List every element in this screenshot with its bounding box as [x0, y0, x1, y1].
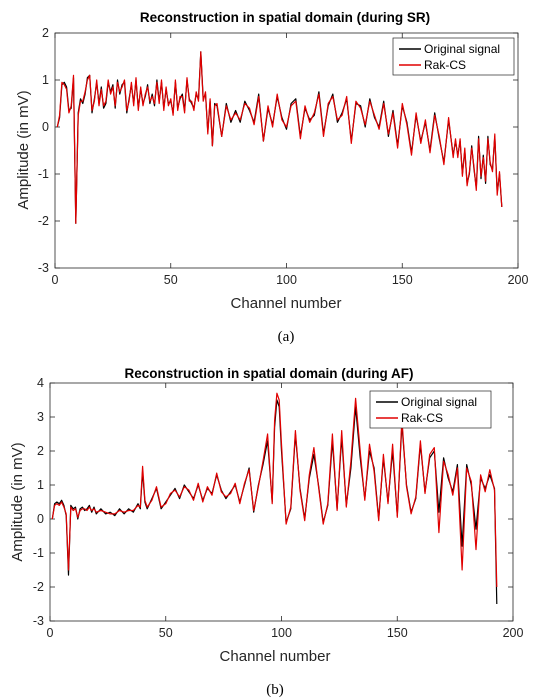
chart-b-xtick-label: 200 [503, 626, 524, 640]
chart-a-ticks: 0 50 100 150 200 -3 -2 -1 0 1 2 [38, 26, 529, 287]
chart-a-ytick-label: 1 [42, 73, 49, 87]
chart-b-xtick-label: 150 [387, 626, 408, 640]
chart-b-xtick-label: 100 [271, 626, 292, 640]
chart-b-xtick-label: 0 [47, 626, 54, 640]
chart-a-caption: (a) [278, 329, 295, 345]
chart-b-ytick-label: -1 [33, 546, 44, 560]
chart-b-xlabel: Channel number [220, 648, 331, 665]
chart-b-ytick-label: 3 [37, 410, 44, 424]
chart-b-title: Reconstruction in spatial domain (during… [124, 366, 413, 381]
chart-a-xtick-label: 200 [508, 273, 529, 287]
chart-a-ytick-label: -1 [38, 167, 49, 181]
chart-b-ytick-label: -3 [33, 614, 44, 628]
chart-a-xtick-label: 150 [392, 273, 413, 287]
chart-b-legend-label-original: Original signal [401, 395, 477, 409]
chart-b-lines [51, 392, 498, 605]
chart-a-lines [56, 51, 503, 224]
chart-b: Reconstruction in spatial domain (during… [9, 366, 523, 698]
chart-a-legend: Original signal Rak-CS [392, 37, 515, 76]
chart-b-series-rak-cs [51, 392, 498, 588]
chart-a-ylabel: Amplitude (in mV) [15, 90, 32, 209]
chart-a-ytick-label: -3 [38, 261, 49, 275]
chart-b-legend-box [369, 390, 492, 429]
chart-a-series-rak-cs [56, 51, 503, 224]
chart-a-legend-label-original: Original signal [424, 42, 500, 56]
chart-b-xtick-label: 50 [159, 626, 173, 640]
chart-b-ticks: 0 50 100 150 200 -3 -2 -1 0 1 2 3 4 [33, 376, 524, 640]
chart-a-xtick-label: 50 [164, 273, 178, 287]
chart-b-legend: Original signal Rak-CS [369, 390, 492, 429]
chart-b-legend-label-rakcs: Rak-CS [401, 411, 443, 425]
chart-b-ytick-label: -2 [33, 580, 44, 594]
chart-a-ytick-label: 0 [42, 120, 49, 134]
chart-a-xtick-label: 100 [276, 273, 297, 287]
chart-a: Reconstruction in spatial domain (during… [15, 10, 528, 345]
chart-a-xtick-label: 0 [52, 273, 59, 287]
chart-a-title: Reconstruction in spatial domain (during… [140, 10, 430, 25]
chart-b-ytick-label: 4 [37, 376, 44, 390]
chart-b-ylabel: Amplitude (in mV) [9, 442, 26, 561]
chart-b-caption: (b) [266, 682, 284, 698]
chart-a-legend-label-rakcs: Rak-CS [424, 58, 466, 72]
chart-a-legend-box [392, 37, 515, 76]
chart-a-xlabel: Channel number [231, 295, 342, 312]
chart-a-ytick-label: -2 [38, 214, 49, 228]
chart-b-ytick-label: 1 [37, 478, 44, 492]
chart-a-ytick-label: 2 [42, 26, 49, 40]
chart-b-ytick-label: 0 [37, 512, 44, 526]
chart-b-ytick-label: 2 [37, 444, 44, 458]
